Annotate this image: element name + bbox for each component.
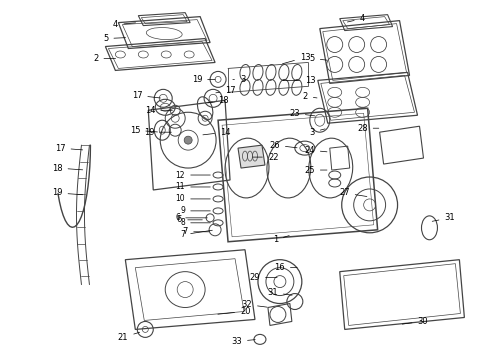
Text: 23: 23	[289, 109, 315, 118]
Text: 26: 26	[270, 141, 297, 150]
Text: 29: 29	[249, 273, 277, 282]
Text: 3: 3	[233, 75, 245, 84]
Text: 10: 10	[175, 194, 210, 203]
Text: 27: 27	[339, 188, 367, 197]
Text: 6: 6	[175, 213, 207, 222]
Text: 32: 32	[242, 300, 267, 309]
Text: 11: 11	[176, 183, 210, 192]
Text: 4: 4	[347, 14, 365, 23]
Text: 14: 14	[203, 128, 231, 137]
Text: 21: 21	[118, 332, 140, 342]
Text: 6: 6	[177, 215, 202, 224]
Text: 31: 31	[432, 213, 455, 222]
Text: 16: 16	[274, 263, 297, 272]
Text: 17: 17	[216, 86, 236, 95]
Text: 3: 3	[309, 128, 325, 137]
Text: 24: 24	[304, 145, 327, 154]
Text: 1: 1	[272, 235, 289, 244]
Text: 17: 17	[132, 91, 160, 100]
Text: 14: 14	[145, 106, 172, 115]
Text: 9: 9	[180, 206, 210, 215]
Text: 20: 20	[218, 307, 250, 316]
Text: 7: 7	[180, 230, 212, 239]
Text: 2: 2	[302, 92, 317, 101]
Text: 7: 7	[183, 227, 209, 236]
Polygon shape	[238, 145, 265, 168]
Text: 4: 4	[113, 20, 136, 29]
Text: 30: 30	[402, 317, 428, 326]
Text: 28: 28	[357, 124, 379, 133]
Text: 12: 12	[176, 171, 210, 180]
Text: 31: 31	[267, 288, 292, 297]
Text: 25: 25	[304, 166, 327, 175]
Text: 17: 17	[55, 144, 83, 153]
Text: 13: 13	[283, 53, 311, 64]
Text: 5: 5	[103, 34, 125, 43]
Text: 19: 19	[192, 75, 215, 84]
Text: 18: 18	[208, 96, 229, 105]
Text: 13: 13	[283, 76, 316, 85]
Ellipse shape	[184, 136, 192, 144]
Text: 18: 18	[52, 163, 83, 172]
Text: 8: 8	[180, 218, 210, 227]
Text: 19: 19	[52, 188, 83, 197]
Text: 2: 2	[93, 54, 116, 63]
Text: 5: 5	[310, 54, 327, 63]
Text: 33: 33	[231, 337, 255, 346]
Text: 19: 19	[144, 128, 172, 137]
Text: 15: 15	[130, 126, 157, 135]
Text: 22: 22	[253, 153, 278, 162]
